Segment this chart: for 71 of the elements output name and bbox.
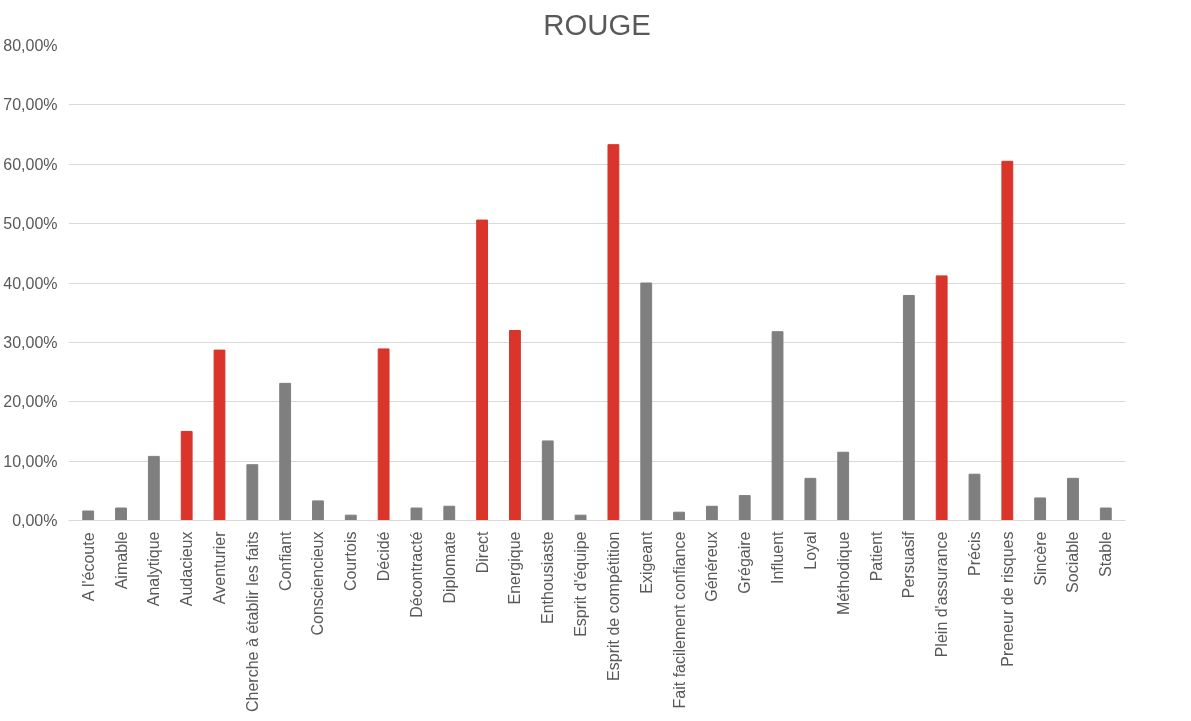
bar	[115, 507, 127, 521]
x-tick-label: Grégaire	[736, 531, 754, 594]
x-tick-label: Energique	[506, 531, 524, 605]
bar	[246, 464, 259, 521]
x-tick-label: Preneur de risques	[998, 531, 1016, 667]
bar	[607, 144, 620, 521]
bar	[902, 294, 915, 521]
bar	[180, 430, 193, 521]
y-tick-label: 50,00%	[3, 215, 58, 233]
x-tick-label: Enthousiaste	[539, 531, 557, 625]
x-tick-label: Fait facilement confiance	[670, 531, 688, 709]
x-tick-label: Stable	[1097, 531, 1115, 577]
x-tick-label: Diplomate	[440, 531, 458, 604]
y-tick-label: 40,00%	[3, 274, 58, 292]
bar	[837, 451, 850, 521]
bar	[1001, 160, 1014, 521]
y-tick-label: 80,00%	[3, 37, 58, 54]
x-tick-label: Exigeant	[637, 530, 655, 594]
x-tick-label: Précis	[966, 531, 983, 576]
x-tick-label: Persuasif	[900, 530, 918, 599]
x-tick-label: Cherche à établir les faits	[243, 531, 261, 713]
bar	[771, 331, 784, 521]
x-tick-label: Audacieux	[178, 531, 196, 607]
x-tick-label: Décontracté	[407, 531, 425, 618]
bar	[935, 275, 948, 521]
x-tick-label: Sociable	[1064, 531, 1082, 593]
y-tick-label: 70,00%	[3, 96, 58, 114]
bar	[541, 440, 554, 521]
x-tick-label: Consciencieux	[309, 531, 327, 636]
x-tick-label: Patient	[867, 530, 885, 582]
x-tick-label: Aventurier	[211, 530, 228, 605]
y-tick-label: 20,00%	[3, 393, 58, 411]
bar	[410, 507, 423, 521]
bar	[279, 382, 292, 521]
bar	[213, 349, 226, 521]
bar	[1034, 497, 1047, 521]
x-tick-label: A l'écoute	[79, 532, 97, 602]
bar	[476, 219, 489, 521]
bar	[147, 455, 160, 521]
x-tick-label: Généreux	[703, 531, 721, 602]
x-tick-label: Méthodique	[834, 531, 852, 616]
y-tick-label: 0,00%	[12, 512, 58, 529]
bar	[377, 348, 390, 521]
x-tick-label: Sincère	[1031, 531, 1049, 586]
x-tick-label: Influent	[769, 530, 787, 584]
y-tick-label: 10,00%	[3, 452, 58, 470]
x-tick-label: Analytique	[145, 531, 163, 607]
x-tick-label: Esprit d'équipe	[572, 531, 590, 637]
x-tick-label: Décidé	[375, 531, 393, 582]
bar	[312, 500, 324, 521]
y-tick-label: 60,00%	[3, 155, 58, 173]
bar	[82, 510, 95, 521]
bar	[738, 495, 751, 521]
bar	[640, 282, 653, 521]
x-tick-label: Plein d'assurance	[933, 531, 951, 658]
bar	[443, 505, 456, 521]
bar	[968, 473, 981, 521]
bar	[509, 330, 521, 521]
x-tick-label: Aimable	[112, 531, 130, 590]
x-tick-label: Confiant	[276, 530, 294, 592]
x-tick-label: Esprit de compétition	[604, 531, 622, 681]
chart-title: ROUGE	[543, 7, 651, 41]
y-tick-label: 30,00%	[3, 333, 58, 351]
bar	[804, 477, 817, 521]
x-tick-label: Direct	[473, 530, 491, 574]
x-tick-label: Loyal	[801, 531, 819, 570]
bar	[705, 505, 718, 521]
bar	[673, 511, 685, 521]
bar	[1099, 507, 1112, 521]
bar	[1067, 477, 1079, 521]
x-tick-label: Courtois	[342, 531, 360, 592]
